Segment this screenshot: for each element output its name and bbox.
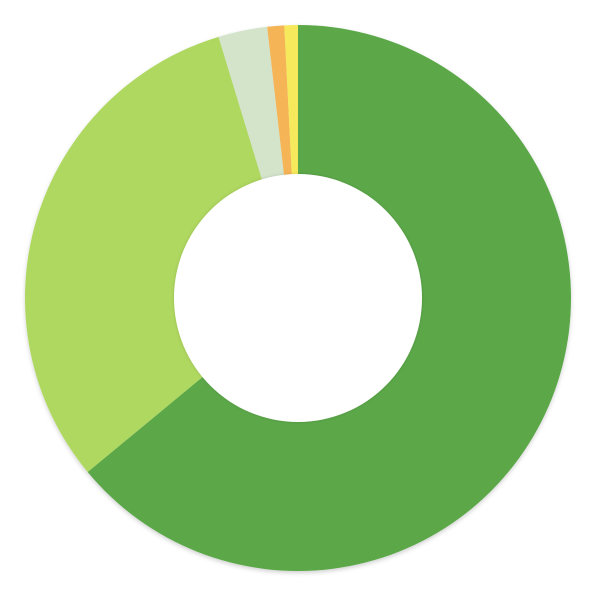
donut-slice-2[interactable] bbox=[24, 36, 298, 473]
donut-hole bbox=[174, 174, 422, 422]
